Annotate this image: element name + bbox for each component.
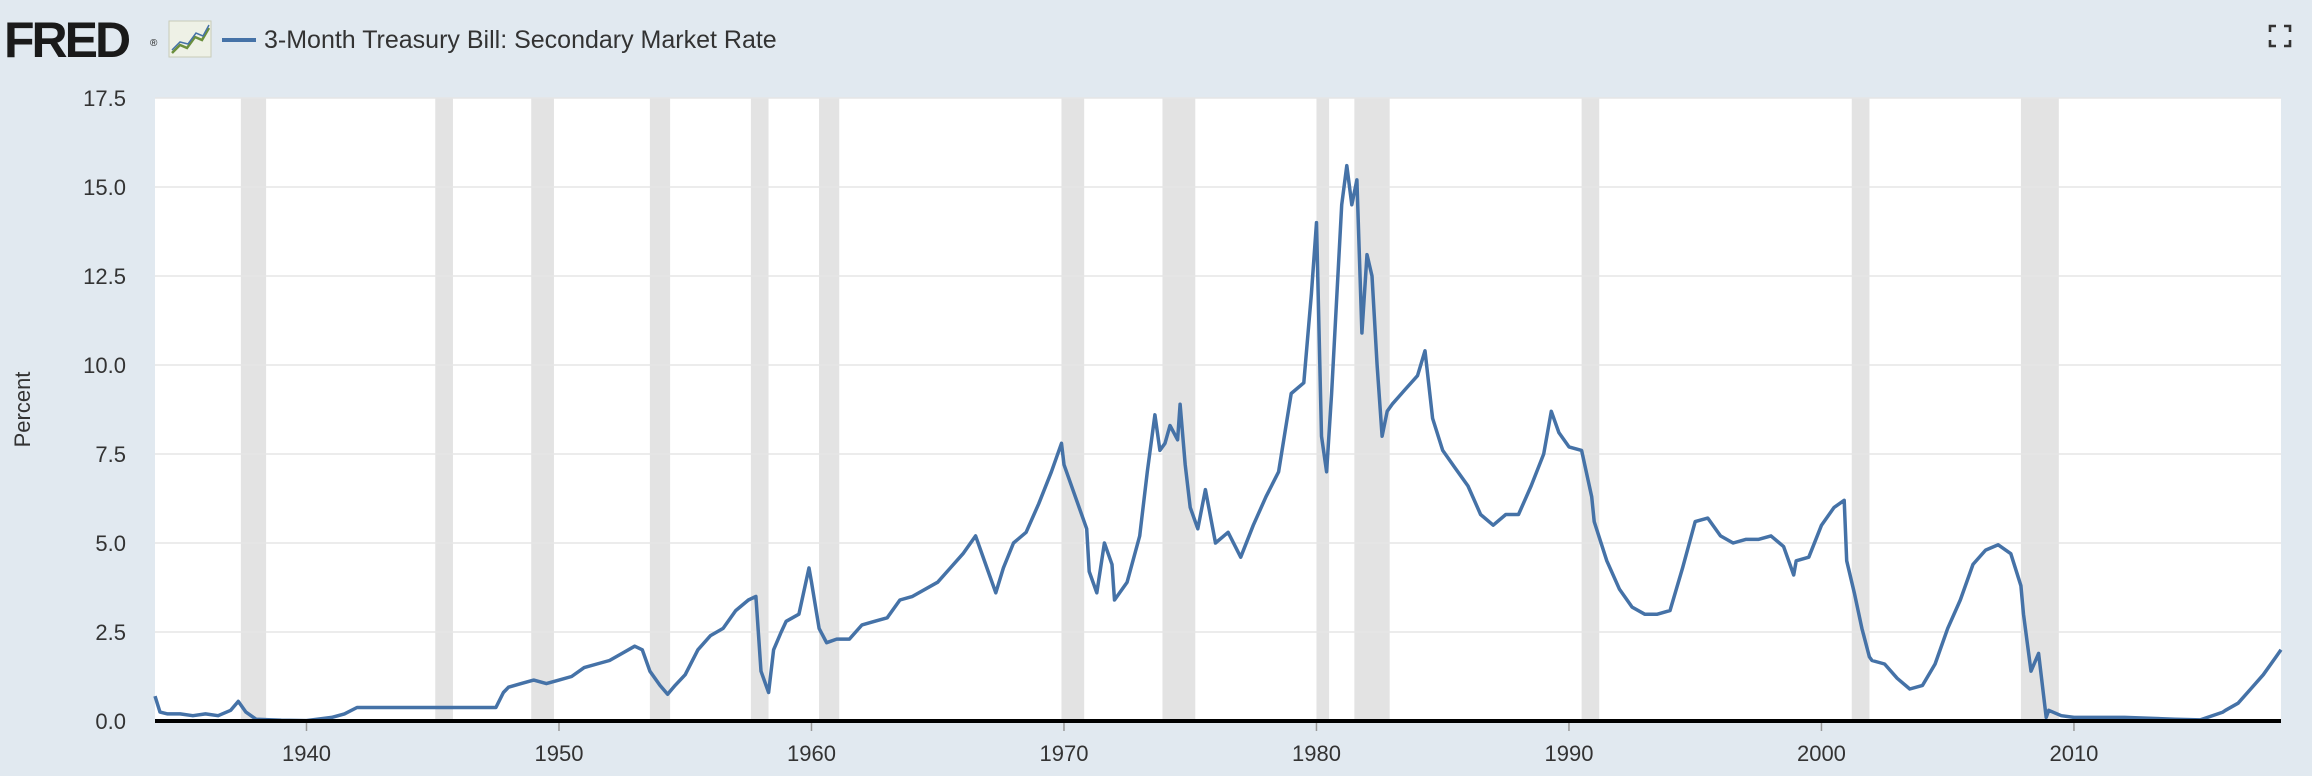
x-tick-label: 2010 (2049, 741, 2098, 766)
fred-logo[interactable]: FRED (4, 12, 131, 68)
chart-header: FRED ® 3-Month Treasury Bill: Secondary … (0, 0, 2312, 80)
y-tick-label: 5.0 (95, 531, 126, 556)
y-tick-label: 10.0 (83, 353, 126, 378)
x-tick-label: 1940 (282, 741, 331, 766)
recession-band (1354, 98, 1390, 721)
recession-band (435, 98, 453, 721)
x-tick-label: 1960 (787, 741, 836, 766)
x-tick-label: 2000 (1797, 741, 1846, 766)
recession-band (819, 98, 840, 721)
recession-band (531, 98, 554, 721)
y-tick-label: 2.5 (95, 620, 126, 645)
recession-band (2020, 98, 2059, 721)
recession-band (1061, 98, 1085, 721)
x-tick-label: 1950 (535, 741, 584, 766)
grid-layer (155, 97, 2281, 633)
graph-icon[interactable] (168, 20, 212, 58)
recession-band (1316, 98, 1330, 721)
x-tick-label: 1990 (1544, 741, 1593, 766)
y-axis-ticks: 0.0 2.5 5.0 7.5 10.0 12.5 15.0 17.5 (83, 86, 126, 734)
x-tick-label: 1970 (1040, 741, 1089, 766)
x-axis-ticks: 1940 1950 1960 1970 1980 1990 2000 2010 (282, 721, 2098, 766)
y-tick-label: 7.5 (95, 442, 126, 467)
y-tick-label: 15.0 (83, 175, 126, 200)
series-line (153, 163, 2283, 723)
recession-band (750, 98, 769, 721)
y-tick-label: 12.5 (83, 264, 126, 289)
legend-series-swatch (222, 38, 256, 42)
recession-band (1851, 98, 1870, 721)
recession-band (1581, 98, 1600, 721)
legend-series-label[interactable]: 3-Month Treasury Bill: Secondary Market … (264, 26, 777, 54)
y-tick-label: 0.0 (95, 709, 126, 734)
y-tick-label: 17.5 (83, 86, 126, 111)
y-axis-title: Percent (10, 372, 35, 448)
plot-area (155, 98, 2281, 721)
recession-band (240, 98, 267, 721)
recession-band (649, 98, 671, 721)
fred-logo-registered-mark: ® (150, 38, 158, 49)
series-layer (153, 163, 2283, 723)
fullscreen-icon[interactable] (2268, 24, 2292, 48)
x-tick-label: 1980 (1292, 741, 1341, 766)
